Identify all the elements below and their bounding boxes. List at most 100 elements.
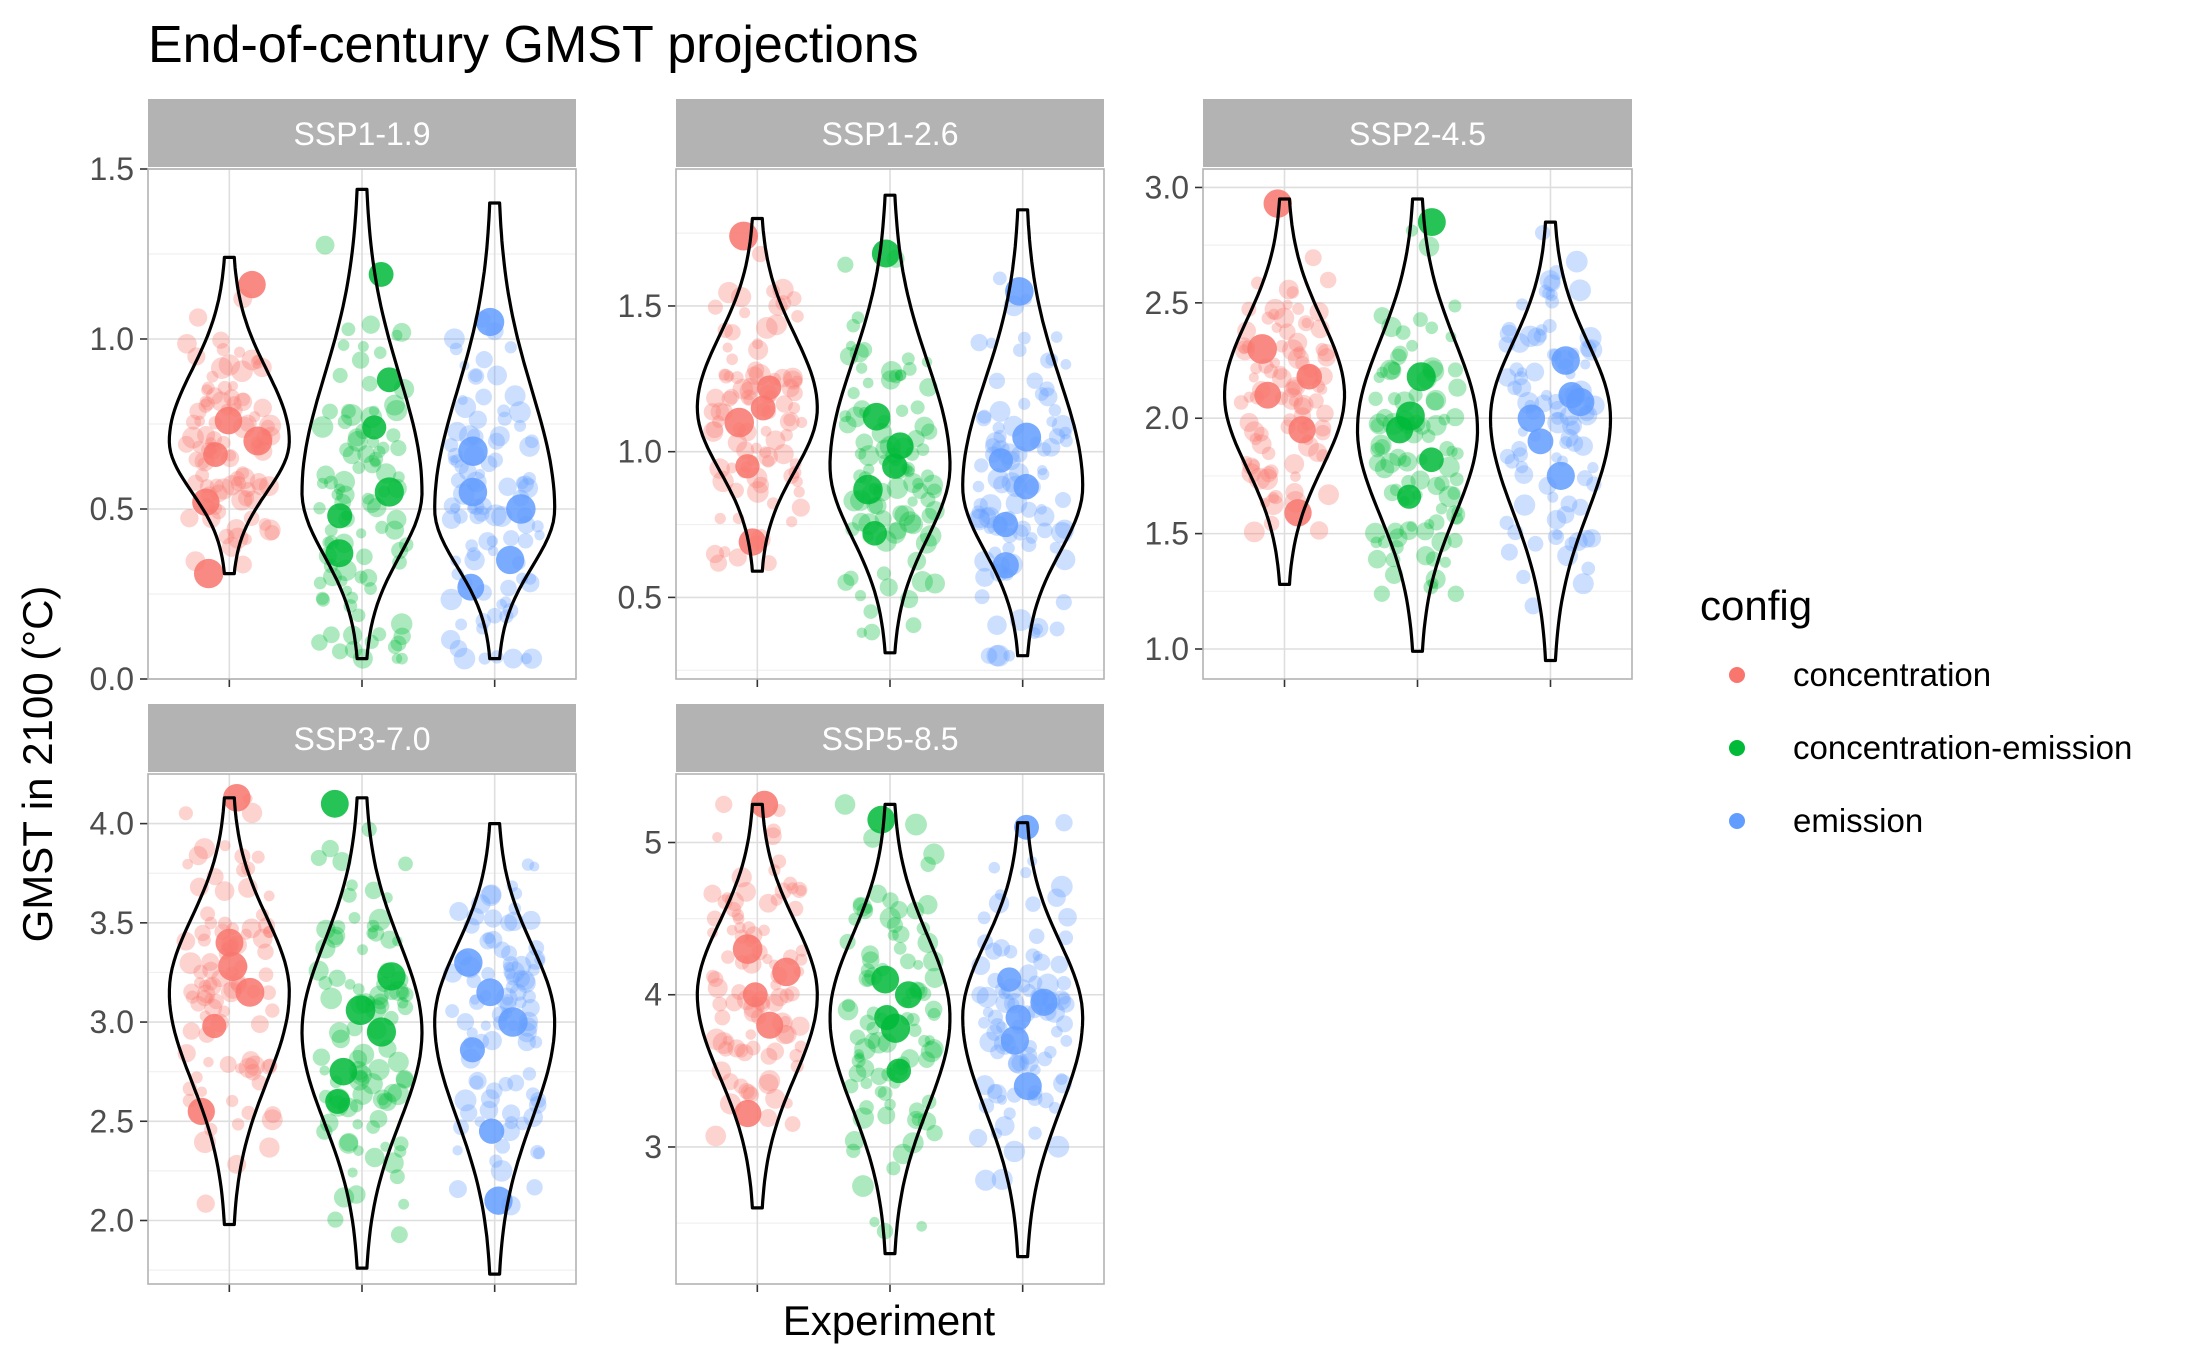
jitter-point bbox=[1025, 532, 1038, 544]
jitter-point bbox=[1318, 484, 1339, 506]
jitter-point bbox=[761, 454, 775, 468]
jitter-point bbox=[236, 392, 251, 407]
jitter-point bbox=[864, 1032, 881, 1050]
jitter-point bbox=[530, 1144, 545, 1160]
jitter-point bbox=[1389, 448, 1407, 467]
violin-outline bbox=[1488, 220, 1613, 663]
jitter-point bbox=[759, 1109, 778, 1128]
facet-strip bbox=[676, 704, 1104, 772]
y-tick-label: 1.0 bbox=[618, 434, 662, 470]
jitter-point bbox=[921, 423, 938, 440]
jitter-point bbox=[218, 1005, 231, 1018]
jitter-point bbox=[1538, 284, 1552, 298]
jitter-point bbox=[366, 927, 379, 940]
jitter-point bbox=[1552, 529, 1563, 541]
violin-outline bbox=[167, 255, 291, 576]
jitter-point bbox=[316, 465, 335, 485]
jitter-point bbox=[712, 1032, 735, 1055]
jitter-point bbox=[837, 256, 854, 273]
jitter-point bbox=[1286, 286, 1299, 299]
jitter-point bbox=[233, 392, 253, 412]
jitter-point bbox=[1260, 465, 1277, 483]
y-tick-label: 0.5 bbox=[618, 579, 662, 615]
jitter-point bbox=[1003, 1107, 1016, 1120]
jitter-point bbox=[979, 494, 1002, 516]
jitter-point bbox=[1387, 361, 1401, 376]
jitter-point bbox=[368, 451, 384, 467]
jitter-point bbox=[924, 967, 945, 988]
jitter-point bbox=[313, 576, 327, 590]
jitter-point bbox=[311, 634, 328, 651]
highlight-point bbox=[871, 239, 900, 268]
jitter-point bbox=[978, 1016, 991, 1029]
series-concentration-emission bbox=[300, 187, 424, 669]
jitter-point bbox=[877, 1086, 893, 1101]
jitter-point bbox=[1512, 447, 1528, 463]
highlight-point bbox=[458, 436, 488, 466]
jitter-point bbox=[344, 978, 356, 990]
violin-outline bbox=[433, 201, 557, 661]
highlight-point bbox=[218, 951, 248, 982]
jitter-point bbox=[454, 396, 477, 419]
jitter-point bbox=[327, 1211, 344, 1228]
highlight-point bbox=[750, 790, 779, 819]
jitter-point bbox=[230, 476, 247, 492]
jitter-point bbox=[786, 385, 803, 402]
jitter-point bbox=[1292, 302, 1305, 315]
jitter-point bbox=[440, 588, 463, 611]
jitter-point bbox=[727, 433, 748, 453]
jitter-point bbox=[783, 413, 797, 427]
jitter-point bbox=[1406, 521, 1417, 532]
jitter-point bbox=[468, 410, 487, 429]
jitter-point bbox=[241, 802, 263, 824]
highlight-point bbox=[1288, 416, 1316, 444]
jitter-point bbox=[979, 1031, 1000, 1053]
jitter-point bbox=[481, 967, 495, 981]
jitter-point bbox=[1516, 298, 1529, 311]
jitter-point bbox=[910, 400, 925, 415]
jitter-point bbox=[1562, 415, 1583, 436]
jitter-point bbox=[235, 466, 250, 480]
jitter-point bbox=[515, 970, 536, 991]
jitter-point bbox=[1447, 362, 1463, 378]
highlight-point bbox=[1030, 988, 1058, 1016]
jitter-point bbox=[331, 488, 344, 501]
jitter-point bbox=[179, 952, 202, 975]
jitter-point bbox=[739, 381, 759, 401]
jitter-point bbox=[389, 1169, 405, 1185]
jitter-point bbox=[1050, 955, 1069, 974]
violin-outline bbox=[1355, 197, 1480, 653]
jitter-point bbox=[1504, 454, 1520, 469]
series-concentration-emission bbox=[300, 789, 424, 1270]
jitter-point bbox=[725, 993, 743, 1012]
jitter-point bbox=[993, 475, 1011, 494]
jitter-point bbox=[911, 571, 933, 593]
jitter-point bbox=[265, 1003, 280, 1018]
highlight-point bbox=[886, 1058, 912, 1084]
jitter-point bbox=[1279, 323, 1296, 340]
jitter-point bbox=[514, 419, 527, 432]
jitter-point bbox=[201, 381, 215, 395]
jitter-point bbox=[343, 625, 363, 645]
highlight-point bbox=[475, 307, 505, 337]
jitter-point bbox=[1025, 896, 1041, 912]
jitter-point bbox=[745, 1040, 761, 1056]
jitter-point bbox=[341, 887, 357, 903]
jitter-point bbox=[1512, 378, 1532, 398]
jitter-point bbox=[324, 929, 344, 948]
jitter-point bbox=[453, 647, 476, 670]
jitter-point bbox=[990, 1044, 1005, 1060]
jitter-point bbox=[916, 1220, 927, 1232]
jitter-point bbox=[504, 968, 516, 980]
y-tick-label: 0.0 bbox=[90, 661, 134, 697]
jitter-point bbox=[231, 1118, 245, 1131]
jitter-point bbox=[901, 352, 915, 366]
jitter-point bbox=[200, 396, 215, 411]
highlight-point bbox=[871, 965, 900, 994]
highlight-point bbox=[235, 977, 265, 1007]
jitter-point bbox=[519, 436, 540, 457]
jitter-point bbox=[1293, 346, 1306, 359]
jitter-point bbox=[1395, 325, 1411, 340]
jitter-point bbox=[244, 1055, 265, 1076]
jitter-point bbox=[971, 986, 989, 1004]
